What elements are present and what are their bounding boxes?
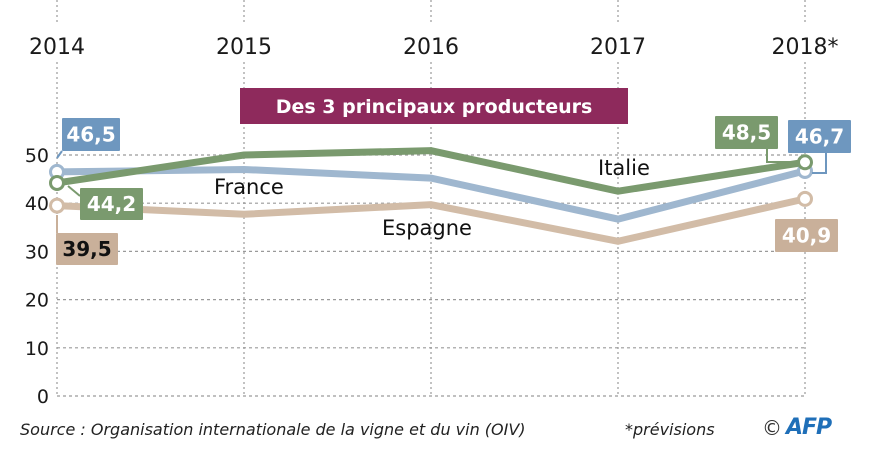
x-axis-labels: 2014 2015 2016 2017 2018* [29, 35, 839, 60]
series-line-italie [56, 147, 806, 195]
callout-value: 39,5 [62, 237, 111, 261]
data-point-italie [797, 154, 813, 171]
value-callout-france-start: 46,5 [56, 118, 120, 159]
value-callouts: 46,5 44,2 39,5 48,5 46,7 40,9 [56, 116, 851, 265]
series-line-france [56, 165, 806, 223]
data-point-espagne [797, 190, 813, 207]
callout-value: 46,7 [795, 125, 844, 149]
x-tick-label: 2015 [216, 35, 272, 60]
value-callout-france-end: 46,7 [788, 120, 851, 174]
value-callout-italie-end: 48,5 [715, 116, 797, 163]
callout-box [62, 118, 120, 151]
credit: © AFP [762, 415, 832, 440]
chart-title-box: Des 3 principaux producteurs [240, 88, 628, 124]
callout-box [56, 233, 118, 265]
value-callout-espagne-end: 40,9 [775, 219, 838, 252]
callout-box [775, 219, 838, 252]
callout-leader [56, 150, 63, 159]
wine-production-chart: 2014 2015 2016 2017 2018* 0 10 20 30 40 50 Des 3 … [25, 0, 851, 408]
y-tick-label: 30 [25, 241, 49, 263]
x-tick-label: 2017 [590, 35, 646, 60]
series-line-espagne [56, 195, 806, 245]
data-point-espagne [49, 197, 65, 214]
value-callout-espagne-start: 39,5 [56, 215, 118, 265]
x-tick-label: 2014 [29, 35, 85, 60]
x-tick-label: 2018* [772, 35, 839, 60]
callout-value: 48,5 [722, 121, 771, 145]
callout-leader [67, 185, 81, 197]
y-tick-label: 50 [25, 145, 49, 167]
series-name-espagne: Espagne [382, 216, 472, 240]
callout-box [80, 188, 143, 220]
y-tick-label: 0 [37, 386, 49, 408]
y-tick-label: 10 [25, 338, 49, 360]
callout-leader [766, 149, 797, 163]
series-name-france: France [214, 175, 284, 199]
y-axis-labels: 0 10 20 30 40 50 [25, 145, 49, 408]
copyright-icon: © [762, 415, 782, 440]
callout-box [715, 116, 778, 149]
callout-leader [812, 153, 827, 174]
y-tick-label: 40 [25, 193, 49, 215]
series-markers [49, 154, 813, 214]
source-note: Source : Organisation internationale de … [20, 420, 526, 439]
forecast-note: *prévisions [625, 420, 715, 439]
callout-value: 46,5 [66, 123, 115, 147]
x-tick-label: 2016 [403, 35, 459, 60]
series-names: France Espagne Italie [214, 156, 650, 240]
series-name-italie: Italie [598, 156, 650, 180]
title-background [240, 88, 628, 124]
value-callout-italie-start: 44,2 [67, 185, 143, 220]
afp-logo: AFP [786, 415, 832, 440]
callout-box [788, 120, 851, 153]
callout-value: 40,9 [782, 224, 831, 248]
y-tick-label: 20 [25, 290, 49, 312]
data-point-italie [49, 174, 65, 191]
chart-title: Des 3 principaux producteurs [276, 96, 593, 118]
series-lines [56, 147, 806, 245]
callout-value: 44,2 [87, 192, 136, 216]
